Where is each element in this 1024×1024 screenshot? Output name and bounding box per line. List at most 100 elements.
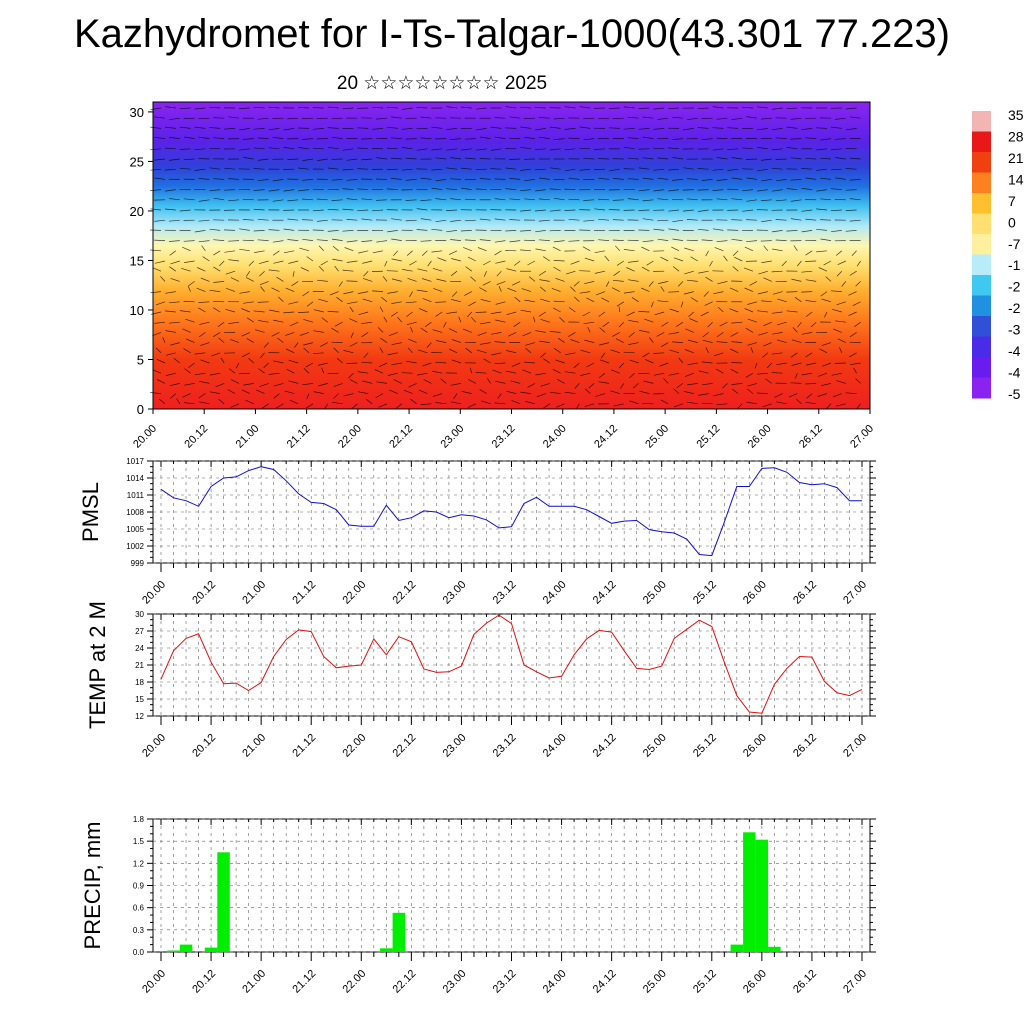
colorbar-swatch	[972, 213, 991, 235]
temp2m-panel-x-tick: 23.00	[441, 732, 469, 760]
cross-section-x-tick: 24.12	[592, 423, 620, 451]
precip-panel-x-tick: 21.00	[240, 968, 268, 996]
precip-panel-y-tick: 0.0	[133, 948, 145, 957]
precip-panel-y-tick: 0.6	[133, 904, 145, 913]
cross-section-x-tick: 24.00	[541, 423, 569, 451]
cross-section-x-tick: 27.00	[848, 423, 876, 451]
colorbar-label: 0	[1008, 214, 1016, 230]
temp2m-panel-series-line	[160, 614, 863, 714]
colorbar-label: 35	[1008, 107, 1024, 123]
precip-panel-bar	[743, 832, 756, 952]
precip-panel-x-tick: 22.12	[391, 968, 419, 996]
temp2m-panel-y-tick: 18	[135, 678, 144, 687]
colorbar-swatch	[972, 193, 991, 214]
colorbar-label: 14	[1008, 171, 1024, 187]
colorbar-swatch	[972, 152, 991, 173]
precip-panel-bar	[179, 944, 193, 952]
precip-panel-x-tick: 23.12	[491, 968, 519, 996]
colorbar-swatch	[972, 336, 991, 358]
cross-section-x-tick: 20.12	[182, 423, 210, 451]
cross-section-x-tick: 21.12	[285, 423, 313, 451]
precip-panel-y-tick: 0.9	[133, 882, 145, 891]
precip-panel-x-tick: 20.00	[140, 968, 168, 996]
precip-panel-y-tick: 1.5	[133, 837, 145, 846]
colorbar: 35 28 21 14 7 0 -7 -1 -2 -2 -3 -4 -4 -5	[972, 107, 1024, 402]
precip-panel-bar	[380, 948, 393, 952]
temp2m-panel-x-tick: 21.00	[240, 732, 268, 760]
pmsl-panel-y-tick: 1011	[127, 491, 145, 500]
cross-section-x-tick: 25.00	[643, 423, 671, 451]
cross-section-panel: 0 5 10 15 20 25 30 20.00 20.12 21.00 21.12 22.00 22.…	[130, 101, 876, 451]
pmsl-panel-y-tick: 999	[131, 559, 145, 568]
pmsl-panel-y-tick: 1008	[126, 508, 144, 517]
temp2m-panel-x-tick: 25.12	[691, 732, 719, 760]
page-subtitle: 20 ☆☆☆☆☆☆☆☆ 2025	[336, 73, 548, 94]
pmsl-panel-x-tick: 25.12	[691, 579, 719, 607]
temp2m-panel-x-tick: 23.12	[491, 732, 519, 760]
cross-section-y-tick: 20	[130, 204, 144, 219]
temp2m-panel-x-tick: 22.00	[340, 732, 368, 760]
pmsl-panel-x-tick: 22.12	[391, 579, 419, 607]
cross-section-x-tick: 25.12	[695, 423, 723, 451]
colorbar-label: -5	[1008, 386, 1021, 402]
cross-section-y-tick: 10	[130, 303, 144, 318]
colorbar-label: -2	[1008, 300, 1021, 316]
colorbar-swatch	[972, 295, 991, 317]
cross-section-x-tick: 22.12	[387, 423, 415, 451]
colorbar-label: -2	[1008, 279, 1021, 295]
cross-section-y-tick: 25	[130, 154, 144, 169]
temp2m-panel: 12 15 18 21 24 27 30 20.00 20.12 21.00 21.12 22.00 2…	[85, 601, 876, 760]
colorbar-label: -4	[1008, 365, 1021, 381]
precip-panel-bar	[768, 946, 781, 952]
temp2m-panel-x-tick: 20.00	[140, 732, 168, 760]
pmsl-panel-x-tick: 25.00	[641, 579, 669, 607]
colorbar-label: -7	[1008, 236, 1021, 252]
temp2m-panel-y-tick: 15	[135, 695, 144, 704]
temp2m-panel-x-tick: 27.00	[841, 732, 869, 760]
colorbar-swatch	[972, 111, 991, 132]
temp2m-panel-y-tick: 21	[135, 661, 144, 670]
cross-section-x-tick: 22.00	[336, 423, 364, 451]
colorbar-label: 28	[1008, 128, 1024, 144]
pmsl-panel-x-tick: 20.00	[140, 579, 168, 607]
wind-barbs	[149, 106, 861, 410]
temp2m-panel-y-tick: 27	[135, 627, 144, 636]
pmsl-panel-x-tick: 21.12	[290, 579, 318, 607]
precip-panel-x-tick: 26.00	[741, 968, 769, 996]
pmsl-panel-x-tick: 22.00	[340, 579, 368, 607]
cross-section-y-tick: 15	[130, 253, 144, 268]
pmsl-panel-x-tick: 21.00	[240, 579, 268, 607]
temp2m-panel-x-tick: 22.12	[391, 732, 419, 760]
precip-panel-x-tick: 22.00	[340, 968, 368, 996]
cross-section-x-tick: 21.00	[234, 423, 262, 451]
pmsl-panel-x-tick: 24.12	[591, 579, 619, 607]
colorbar-swatch	[972, 254, 991, 276]
precip-panel-x-tick: 20.12	[190, 968, 218, 996]
page-title: Kazhydromet for I-Ts-Talgar-1000(43.301 …	[73, 12, 950, 56]
precip-panel-x-tick: 27.00	[841, 968, 869, 996]
colorbar-swatch	[972, 357, 991, 378]
pmsl-panel-x-tick: 26.12	[791, 579, 819, 607]
precip-panel-bar	[167, 950, 180, 952]
temp2m-panel-y-tick: 30	[135, 610, 144, 619]
precip-panel-y-tick: 0.3	[133, 926, 145, 935]
colorbar-swatch	[972, 172, 991, 194]
cross-section-y-tick: 5	[137, 352, 144, 367]
temp2m-panel-x-tick: 26.00	[741, 732, 769, 760]
pmsl-panel-x-tick: 23.12	[491, 579, 519, 607]
pmsl-panel-x-tick: 27.00	[841, 579, 869, 607]
pmsl-panel: 999 1002 1005 1008 1011 1014 1017 20.00 20.12 21.…	[78, 457, 876, 607]
precip-panel-bar	[755, 839, 769, 952]
temp2m-panel-x-tick: 24.00	[541, 732, 569, 760]
precip-panel-x-tick: 21.12	[290, 968, 318, 996]
colorbar-label: -4	[1008, 343, 1021, 359]
pmsl-panel-series-line	[160, 466, 862, 557]
pmsl-panel-x-tick: 24.00	[541, 579, 569, 607]
colorbar-label: 21	[1008, 150, 1024, 166]
cross-section-x-tick: 23.00	[438, 423, 466, 451]
colorbar-swatch	[972, 234, 991, 255]
colorbar-label: 7	[1008, 193, 1016, 209]
precip-panel-bar	[392, 912, 406, 952]
precip-panel-y-tick: 1.2	[133, 859, 145, 868]
pmsl-panel-x-tick: 20.12	[190, 579, 218, 607]
